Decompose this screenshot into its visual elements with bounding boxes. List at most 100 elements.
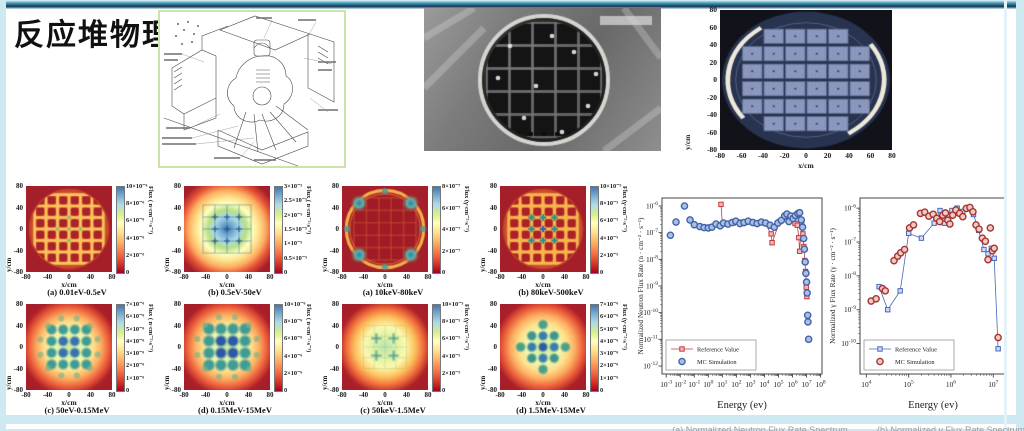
axis-tick: -40	[758, 151, 768, 160]
colorbar-tick: 6×10⁻⁶	[284, 335, 303, 343]
figure-caption: (b) 0.5eV-50eV	[208, 287, 262, 297]
heatmap-figure: y/cm 80 40 0 -40 -80 -80 -40 0 40 80 x/cm 7×10⁻⁶ 6×10…	[476, 300, 632, 418]
axis-tick: 60	[709, 22, 718, 32]
axis-tick: 40	[245, 273, 252, 281]
heatmap-figure: y/cm 80 40 0 -40 -80 -80 -40 0 40 80 x/cm 7×10⁻⁶ 6×10…	[2, 300, 158, 418]
slide-bottom-border	[0, 415, 1024, 424]
svg-text:10-10: 10-10	[643, 308, 658, 317]
axis-tick: 40	[87, 391, 94, 399]
slide-right-border	[1016, 0, 1024, 431]
axis-tick: -40	[329, 364, 339, 373]
svg-text:10-7: 10-7	[844, 237, 856, 246]
axis-tick: 0	[493, 343, 498, 351]
svg-text:Reference Value: Reference Value	[895, 346, 937, 353]
axis-tick: 40	[490, 321, 497, 330]
svg-text:103: 103	[745, 380, 755, 389]
figure-caption: (a) 10keV-80keV	[362, 287, 424, 297]
colorbar-tick: 4×10⁻⁶	[284, 352, 303, 360]
axis-tick: 40	[561, 391, 568, 399]
axis-tick: 40	[174, 321, 181, 330]
axis-tick: -80	[495, 391, 505, 399]
svg-text:10-6: 10-6	[646, 201, 658, 210]
heatmap-canvas	[342, 186, 428, 272]
svg-text:MC Simulation: MC Simulation	[697, 359, 737, 366]
axis-tick: 0	[225, 391, 229, 399]
colorbar-tick: 3×10⁻⁶	[126, 350, 145, 358]
axis-tick: 60	[866, 151, 875, 160]
axis-tick: 0	[19, 225, 24, 233]
axis-tick: -40	[42, 273, 53, 281]
colorbar-tick: 3×10⁻⁶	[600, 350, 619, 358]
colorbar	[590, 186, 599, 274]
core-photo-canvas	[424, 8, 661, 151]
colorbar-tick: 2×10⁻⁶	[126, 251, 145, 259]
svg-text:10-2: 10-2	[674, 380, 686, 389]
colorbar-tick: 8×10⁻⁵	[442, 318, 461, 326]
axis-tick: 80	[490, 300, 497, 308]
axis-tick: -20	[779, 151, 790, 160]
svg-text:104: 104	[759, 380, 769, 389]
svg-text:101: 101	[717, 380, 727, 389]
colorbar-tick: 6×10⁻⁷	[442, 204, 461, 212]
axis-tick: -80	[13, 268, 23, 276]
colorbar-tick: 4×10⁻⁷	[442, 226, 461, 233]
axis-tick: -80	[495, 273, 505, 281]
page-title: 反应堆物理	[14, 19, 174, 52]
axis-tick: -80	[179, 273, 189, 281]
axis-tick: 0	[541, 391, 545, 399]
colorbar-tick: 1×10⁻⁵	[284, 240, 303, 248]
colorbar-tick: 0	[442, 269, 446, 276]
colorbar-tick: 0.5×10⁻⁵	[284, 254, 307, 262]
axis-tick: -80	[337, 391, 347, 399]
colorbar-tick: 10×10⁻⁶	[284, 301, 306, 308]
heatmap-figure: y/cm 80 40 0 -40 -80 -80 -40 0 40 80 x/cm 10×10⁻⁵ 8×1…	[318, 300, 474, 418]
neutron-flux-spectrum-chart: 10-3 10-2 10-1 100 101 102 103 104 105 106 107 108 1…	[634, 184, 834, 431]
figure-caption: (b) 80keV-500keV	[518, 287, 584, 297]
heatmap-figure: y/cm 80 40 0 -40 -80 -80 -40 0 40 80 x/cm 10×10⁻⁶ 8×1…	[160, 300, 316, 418]
colorbar-tick: 8×10⁻⁶	[284, 318, 303, 326]
axis-tick: -40	[171, 246, 181, 255]
svg-text:106: 106	[946, 380, 956, 389]
colorbar-tick: 10×10⁻⁶	[126, 183, 148, 190]
axis-tick: -40	[516, 273, 527, 281]
neutron-spectrum-svg: 10-3 10-2 10-1 100 101 102 103 104 105 106 107 108 1…	[636, 197, 826, 411]
axis-tick: 80	[424, 391, 432, 399]
axis-tick: -40	[42, 391, 53, 399]
figure-caption: (d) 1.5MeV-15MeV	[516, 405, 586, 415]
axis-tick: 40	[16, 321, 23, 330]
svg-text:Energy (ev): Energy (ev)	[717, 400, 767, 411]
slide-top-border	[0, 0, 1024, 9]
axis-label-x: x/cm	[61, 398, 77, 407]
heatmap-canvas	[26, 304, 112, 390]
axis-tick: -60	[707, 127, 717, 137]
axis-tick: 80	[582, 273, 590, 281]
axis-tick: -80	[329, 268, 339, 276]
colorbar-tick: 0	[600, 269, 604, 276]
chart-legend: Reference Value MC Simulation	[665, 339, 757, 371]
heatmap-figure: y/cm 80 40 0 -40 -80 -80 -40 0 40 80 x/cm 10×10⁻⁶ 8×1…	[2, 182, 158, 300]
colorbar	[590, 304, 599, 392]
figure-caption: (a) 0.01eV-0.5eV	[47, 287, 107, 297]
colorbar-tick: 0	[126, 269, 130, 276]
svg-text:104: 104	[861, 380, 871, 389]
colorbar-tick: 2×10⁻⁵	[442, 369, 461, 377]
heatmap-canvas	[500, 304, 586, 390]
colorbar-tick: 4×10⁻⁵	[442, 352, 461, 360]
axis-label-x: x/cm	[535, 280, 551, 289]
colorbar-tick: 2×10⁻⁵	[600, 251, 619, 259]
colorbar-tick: 6×10⁻⁶	[600, 313, 619, 321]
colorbar-tick: 0	[600, 387, 604, 394]
axis-tick: -40	[13, 246, 23, 255]
svg-text:102: 102	[731, 380, 741, 389]
svg-text:100: 100	[703, 380, 713, 389]
svg-text:Reference Value: Reference Value	[697, 346, 739, 353]
axis-tick: -80	[13, 386, 23, 394]
axis-tick: 0	[177, 225, 182, 233]
axis-tick: 0	[383, 273, 387, 281]
axis-tick: -80	[329, 386, 339, 394]
core-map-figure: 80 60 40 20 0 -20 -40 -60 -80 -80 -60 -40 -20 0 20 40 60…	[683, 2, 916, 174]
reactor-cutaway-diagram	[158, 10, 346, 168]
svg-text:108: 108	[816, 380, 826, 389]
colorbar-tick: 4×10⁻⁵	[600, 234, 619, 242]
axis-tick: 80	[16, 300, 23, 308]
